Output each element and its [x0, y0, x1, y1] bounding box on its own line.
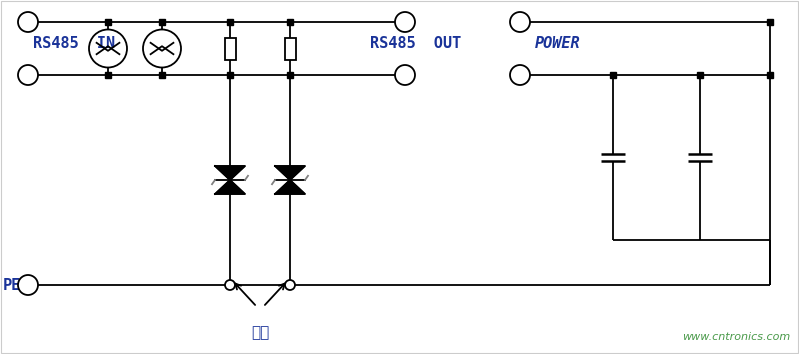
- Text: RS485  IN: RS485 IN: [33, 36, 115, 51]
- Circle shape: [510, 12, 530, 32]
- Text: 过孔: 过孔: [251, 325, 269, 340]
- Circle shape: [89, 29, 127, 68]
- Text: www.cntronics.com: www.cntronics.com: [682, 332, 790, 342]
- Circle shape: [395, 65, 415, 85]
- Text: POWER: POWER: [535, 36, 581, 51]
- Polygon shape: [215, 166, 245, 180]
- Circle shape: [395, 12, 415, 32]
- Circle shape: [225, 280, 235, 290]
- Circle shape: [18, 65, 38, 85]
- Circle shape: [510, 65, 530, 85]
- Polygon shape: [275, 166, 305, 180]
- Bar: [225, 38, 236, 59]
- Text: PE: PE: [3, 278, 22, 292]
- Text: RS485  OUT: RS485 OUT: [370, 36, 461, 51]
- Circle shape: [143, 29, 181, 68]
- Polygon shape: [275, 180, 305, 194]
- Circle shape: [18, 275, 38, 295]
- Polygon shape: [215, 180, 245, 194]
- Circle shape: [285, 280, 295, 290]
- Circle shape: [18, 12, 38, 32]
- Bar: [284, 38, 296, 59]
